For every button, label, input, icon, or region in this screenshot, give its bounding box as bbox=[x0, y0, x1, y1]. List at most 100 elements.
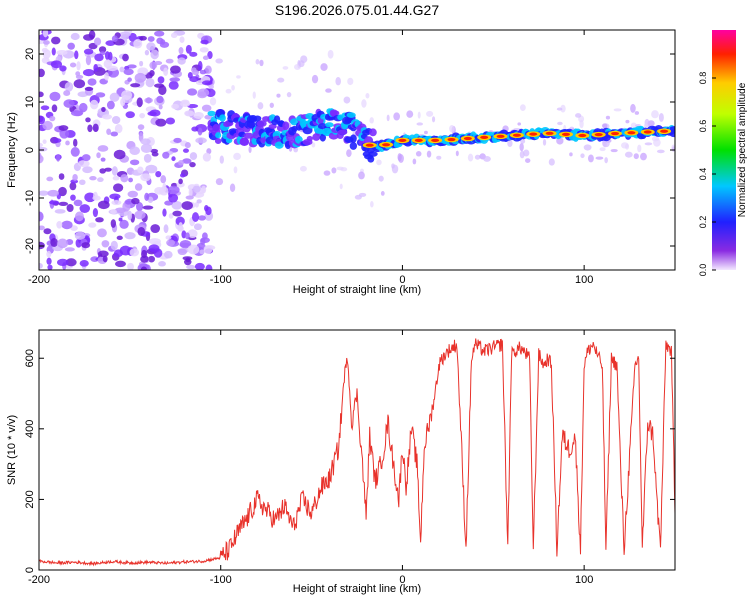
spectrogram-scatter-spot bbox=[575, 113, 582, 118]
spectrogram-noise-blob bbox=[203, 245, 213, 254]
spectrogram-noise-blob bbox=[176, 181, 185, 188]
spectrogram-noise-blob bbox=[59, 65, 67, 72]
spectrogram-ridge-blob bbox=[219, 114, 226, 122]
spectrogram-scatter-spot bbox=[599, 147, 606, 152]
spectrogram-noise-blob bbox=[89, 175, 97, 181]
spectrogram-noise-blob bbox=[200, 238, 206, 245]
spectrogram-noise-blob bbox=[106, 128, 112, 135]
spectrogram-scatter-spot bbox=[391, 163, 395, 169]
spectrogram-noise-blob bbox=[41, 47, 49, 53]
spectrogram-scatter-spot bbox=[233, 152, 241, 161]
spectrogram-scatter-spot bbox=[424, 130, 428, 135]
top-x-axis-label: Height of straight line (km) bbox=[293, 284, 421, 296]
spectrogram-scatter-spot bbox=[340, 167, 348, 172]
spectrogram-scatter-spot bbox=[640, 152, 647, 161]
spectrogram-ridge-blob bbox=[207, 110, 216, 117]
spectrogram-noise-blob bbox=[137, 166, 144, 174]
spectrogram-scatter-spot bbox=[361, 99, 367, 108]
spectrogram-scatter-spot bbox=[293, 146, 299, 153]
spectrogram-noise-blob bbox=[54, 209, 66, 214]
spectrogram-noise-blob bbox=[70, 194, 76, 201]
spectrogram-noise-blob bbox=[51, 47, 56, 56]
spectrogram-noise-blob bbox=[201, 104, 212, 112]
spectrogram-noise-blob bbox=[145, 164, 158, 174]
spectrogram-ridge-blob bbox=[332, 110, 340, 116]
bottom-y-ticks: 0 200 400 600 bbox=[24, 349, 675, 573]
top-y-ticks: -20 -10 0 10 20 bbox=[24, 48, 675, 254]
spectrogram-noise-blob bbox=[139, 35, 147, 41]
spectrogram-noise-blob bbox=[53, 138, 62, 143]
spectrogram-scatter-spot bbox=[398, 154, 404, 163]
spectrogram-scatter-spot bbox=[347, 77, 354, 86]
spectrogram-noise-blob bbox=[82, 69, 95, 77]
spectrogram-scatter-spot bbox=[624, 151, 633, 158]
spectrogram-noise-blob bbox=[148, 255, 155, 263]
top-x-ticks: -200 -100 0 100 bbox=[28, 30, 593, 286]
spectrogram-ridge-blob bbox=[215, 132, 222, 139]
spectrogram-noise-blob bbox=[79, 260, 89, 267]
spectrogram-noise-blob bbox=[171, 156, 176, 162]
spectrogram-scatter-spot bbox=[335, 76, 341, 86]
colorbar-tick-label: 0.6 bbox=[698, 120, 708, 133]
spectrogram-noise-blob bbox=[64, 81, 74, 92]
spectrogram-noise-blob bbox=[57, 258, 69, 267]
spectrogram-noise-blob bbox=[162, 182, 167, 193]
spectrogram-noise-blob bbox=[177, 248, 188, 256]
bottom-y-tick-label: 600 bbox=[24, 349, 36, 367]
spectrogram-noise-blob bbox=[140, 143, 153, 154]
spectrogram-noise-blob bbox=[149, 61, 158, 70]
spectrogram-noise-blob bbox=[93, 64, 99, 72]
spectrogram-noise-blob bbox=[178, 47, 184, 55]
spectrogram-noise-blob bbox=[181, 201, 193, 210]
spectrogram-noise-blob bbox=[110, 219, 117, 228]
spectrogram-scatter-spot bbox=[519, 142, 524, 152]
spectrogram-noise-blob bbox=[92, 123, 99, 133]
spectrogram-noise-blob bbox=[113, 183, 124, 192]
spectrogram-noise-blob bbox=[187, 229, 198, 238]
top-y-tick-label: -10 bbox=[24, 190, 36, 206]
spectrogram-noise-blob bbox=[129, 159, 140, 166]
spectrogram-noise-blob bbox=[40, 105, 50, 111]
spectrogram-scatter-spot bbox=[412, 158, 417, 165]
colorbar-tick-label: 0.8 bbox=[698, 72, 708, 85]
spectrogram-scatter-spot bbox=[542, 139, 547, 146]
spectrogram-noise-blob bbox=[204, 205, 209, 212]
spectrogram-scatter-spot bbox=[215, 178, 224, 186]
spectrogram-noise-blob bbox=[162, 151, 170, 159]
spectrogram-noise-blob bbox=[160, 175, 167, 184]
spectrogram-ridge-peak bbox=[529, 132, 538, 136]
spectrogram-scatter-spot bbox=[236, 75, 241, 79]
spectrogram-scatter-spot bbox=[252, 91, 256, 99]
spectrogram-scatter-spot bbox=[613, 108, 622, 112]
spectrogram-noise-blob bbox=[66, 203, 74, 213]
spectrogram-noise-blob bbox=[156, 95, 164, 104]
spectrogram-noise-blob bbox=[157, 76, 165, 84]
spectrogram-ridge-blob bbox=[256, 120, 267, 127]
spectrogram-scatter-spot bbox=[637, 144, 642, 153]
spectrogram-scatter-spot bbox=[320, 63, 328, 71]
top-y-tick-label: 20 bbox=[24, 48, 36, 60]
spectrogram-noise-blob bbox=[83, 48, 94, 55]
spectrogram-noise-blob bbox=[180, 101, 191, 108]
spectrogram-noise-blob bbox=[64, 247, 75, 252]
snr-series-line bbox=[39, 338, 675, 567]
spectrogram-scatter-spot bbox=[630, 103, 636, 113]
spectrogram-noise-blob bbox=[111, 166, 118, 176]
spectrogram-ridge-peak bbox=[561, 132, 570, 136]
top-y-tick-label: -20 bbox=[24, 238, 36, 254]
spectrogram-noise-blob bbox=[99, 168, 106, 174]
spectrogram-scatter-spot bbox=[259, 59, 264, 67]
spectrogram-noise-blob bbox=[92, 207, 99, 218]
spectrogram-noise-blob bbox=[87, 124, 93, 133]
spectrogram-ridge-peak bbox=[398, 138, 407, 142]
spectrogram-noise-blob bbox=[93, 191, 98, 200]
spectrogram-scatter-spot bbox=[365, 92, 370, 99]
spectrogram-noise-blob bbox=[43, 228, 52, 235]
spectrogram-noise-blob bbox=[186, 88, 198, 96]
spectrogram-scatter-spot bbox=[286, 92, 292, 98]
spectrogram-noise-blob bbox=[127, 64, 137, 69]
spectrogram-noise-blob bbox=[63, 90, 71, 97]
spectrogram-noise-blob bbox=[144, 192, 150, 201]
spectrogram-ridge-blob bbox=[212, 124, 220, 132]
spectrogram-ridge-blob bbox=[349, 141, 358, 150]
